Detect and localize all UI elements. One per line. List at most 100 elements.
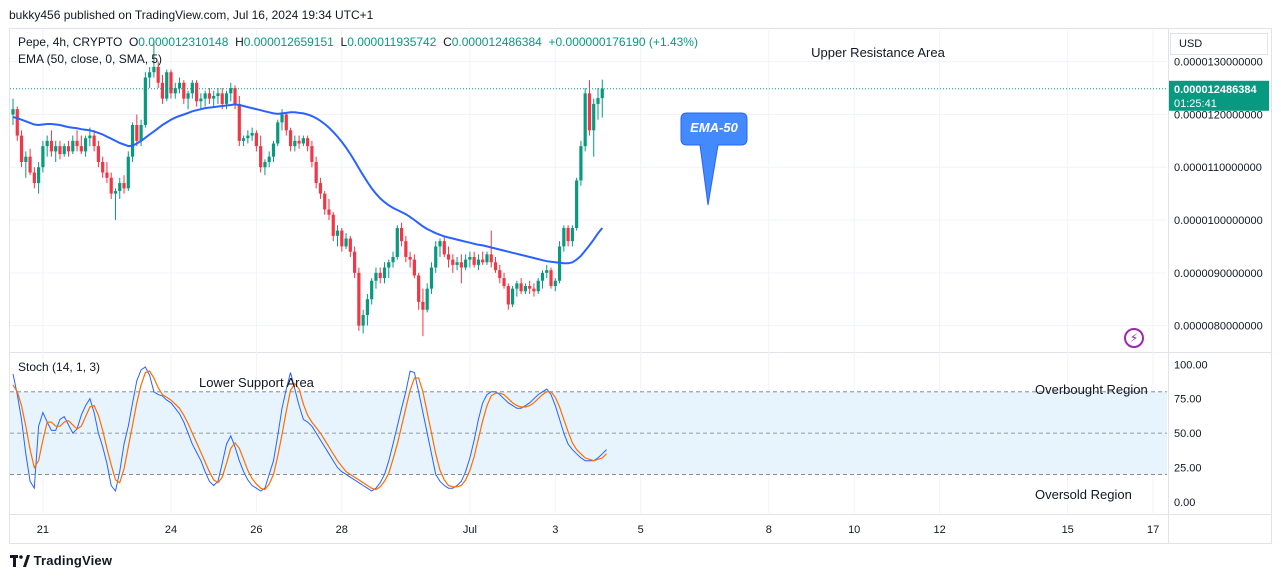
candle-down: [348, 235, 352, 257]
candle-up: [212, 90, 216, 107]
low-value: 0.000011935742: [347, 35, 437, 49]
currency-selector[interactable]: USD: [1170, 33, 1268, 55]
candle-up: [11, 98, 15, 126]
candle-down: [442, 235, 446, 257]
candle-up: [579, 140, 583, 186]
candle-body: [37, 167, 41, 184]
candle-body: [583, 93, 587, 147]
candle-down: [498, 264, 502, 284]
candle-body: [259, 146, 263, 168]
candle-body: [233, 88, 237, 104]
stoch-indicator-label: Stoch (14, 1, 3): [18, 360, 101, 374]
candle-body: [391, 256, 395, 263]
candle-down: [75, 130, 79, 152]
candle-up: [199, 93, 203, 110]
candle-body: [566, 227, 570, 242]
candle-up: [45, 135, 49, 157]
candle-body: [88, 135, 92, 139]
candle-body: [135, 125, 139, 141]
candle-body: [318, 183, 323, 194]
candle-up: [370, 278, 374, 305]
candle-body: [75, 140, 79, 147]
candle-body: [246, 135, 250, 139]
time-tick-label: 26: [250, 524, 262, 536]
candle-down: [314, 156, 318, 189]
candle-down: [297, 135, 301, 149]
candle-body: [575, 180, 579, 228]
candle-body: [66, 146, 71, 152]
candle-body: [241, 138, 246, 141]
candle-up: [241, 135, 246, 147]
candle-up: [382, 262, 387, 284]
candle-body: [216, 93, 220, 96]
candle-down: [49, 130, 54, 157]
candle-body: [41, 146, 45, 168]
candle-body: [353, 251, 357, 273]
published-by-text: bukky456 published on TradingView.com, J…: [9, 8, 374, 22]
candle-body: [139, 125, 143, 141]
candle-down: [417, 272, 421, 310]
candle-body: [378, 272, 382, 279]
candle-up: [391, 251, 395, 268]
candle-body: [528, 286, 532, 289]
candle-body: [399, 227, 404, 242]
candle-up: [425, 283, 429, 313]
candle-down: [92, 130, 96, 152]
candle-body: [357, 272, 361, 326]
candle-down: [109, 172, 113, 199]
open-value: 0.000012310148: [138, 35, 229, 49]
candle-down: [587, 80, 592, 136]
candle-down: [421, 288, 425, 337]
symbol-info: Pepe, 4h, CRYPTO: [18, 35, 123, 49]
candle-body: [71, 140, 75, 152]
candle-up: [596, 88, 600, 120]
candle-body: [220, 93, 224, 104]
time-tick-label: 10: [848, 524, 860, 536]
candle-body: [306, 138, 310, 147]
price-tick-label: 0.0000100000000: [1174, 215, 1263, 227]
candle-down: [446, 246, 451, 268]
candle-up: [130, 122, 135, 162]
candle-down: [101, 156, 105, 178]
candle-up: [361, 309, 365, 334]
tradingview-footer: TradingView: [10, 552, 112, 572]
candle-body: [143, 77, 147, 126]
ema-50-callout-label: EMA-50: [690, 120, 738, 135]
ema-50-callout: [680, 112, 748, 206]
candle-body: [186, 93, 190, 99]
candle-body: [570, 227, 574, 242]
ema-legend[interactable]: EMA (50, close, 0, SMA, 5): [18, 52, 162, 66]
candle-up: [148, 66, 152, 89]
candle-up: [229, 82, 233, 102]
candle-body: [370, 280, 374, 300]
candle-down: [481, 251, 485, 265]
candle-body: [579, 146, 583, 181]
candle-body: [553, 280, 557, 287]
lightning-icon[interactable]: ⚡: [1124, 328, 1144, 348]
candle-down: [122, 175, 126, 194]
candle-up: [476, 254, 481, 271]
candle-body: [62, 146, 66, 155]
candle-body: [45, 140, 49, 147]
candle-down: [502, 272, 506, 289]
candle-body: [271, 143, 276, 157]
candle-body: [254, 132, 258, 147]
candle-body: [24, 156, 28, 162]
candle-body: [340, 230, 344, 247]
candle-body: [160, 82, 165, 99]
tradingview-logo-icon: [10, 554, 30, 567]
candle-up: [173, 82, 177, 99]
candle-down: [306, 135, 310, 152]
candle-up: [143, 72, 147, 128]
candle-body: [79, 146, 83, 152]
candle-down: [549, 267, 553, 289]
candle-down: [399, 222, 404, 247]
candle-body: [361, 315, 365, 326]
candle-down: [310, 140, 314, 168]
candle-down: [259, 135, 263, 173]
candle-body: [536, 280, 540, 292]
candle-up: [570, 225, 574, 247]
stoch-legend[interactable]: Stoch (14, 1, 3): [18, 360, 100, 374]
candle-body: [267, 156, 271, 162]
